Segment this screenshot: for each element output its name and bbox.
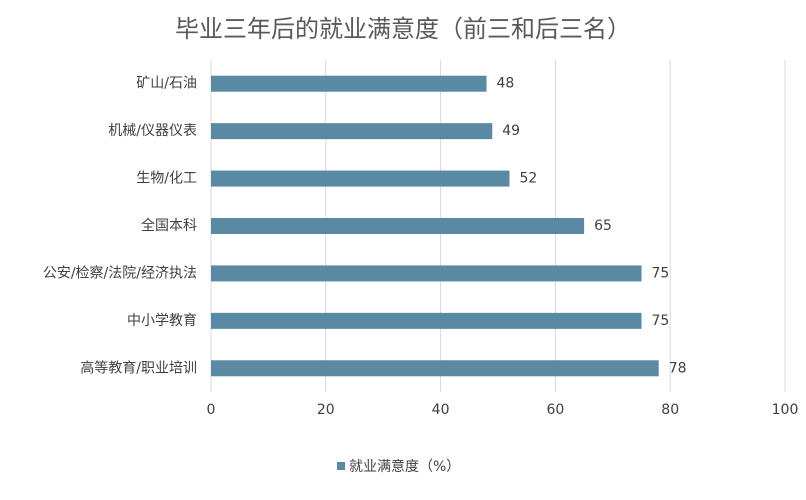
bar [211, 265, 642, 282]
y-tick-label: 中小学教育 [127, 313, 197, 329]
y-tick-label: 全国本科 [141, 217, 197, 234]
x-tick-label: 80 [661, 402, 679, 418]
bar [211, 218, 585, 234]
bar [211, 170, 510, 187]
data-label: 78 [669, 360, 687, 376]
x-tick-label: 60 [546, 402, 564, 418]
x-tick-label: 0 [207, 402, 216, 418]
bar [211, 75, 487, 92]
legend-swatch [337, 462, 345, 470]
y-tick-label: 生物/化工 [136, 171, 197, 187]
y-tick-label: 机械/仪器仪表 [108, 123, 197, 139]
legend-label: 就业满意度（%） [349, 458, 460, 475]
data-label: 75 [652, 265, 670, 281]
y-tick-label: 矿山/石油 [136, 76, 197, 92]
chart-title: 毕业三年后的就业满意度（前三和后三名） [175, 15, 631, 43]
x-tick-label: 20 [317, 402, 335, 418]
data-label: 65 [594, 218, 612, 234]
data-label: 52 [519, 171, 537, 187]
data-label: 75 [652, 313, 670, 329]
bar [211, 123, 493, 140]
data-label: 48 [497, 76, 515, 92]
x-tick-label: 40 [432, 402, 450, 418]
data-label: 49 [502, 123, 520, 139]
bar [211, 312, 642, 329]
y-tick-label: 公安/检察/法院/经济执法 [43, 264, 197, 281]
x-tick-label: 100 [772, 402, 799, 418]
y-tick-label: 高等教育/职业培训 [80, 359, 197, 376]
bar [211, 360, 659, 377]
